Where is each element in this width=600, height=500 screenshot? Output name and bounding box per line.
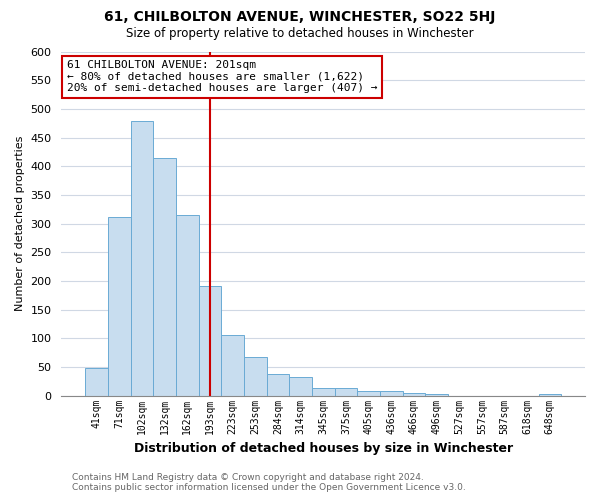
Bar [312, 388, 335, 396]
Text: Size of property relative to detached houses in Winchester: Size of property relative to detached ho… [126, 28, 474, 40]
Text: 61, CHILBOLTON AVENUE, WINCHESTER, SO22 5HJ: 61, CHILBOLTON AVENUE, WINCHESTER, SO22 … [104, 10, 496, 24]
Text: Contains public sector information licensed under the Open Government Licence v3: Contains public sector information licen… [72, 484, 466, 492]
Bar [153, 158, 176, 396]
Text: 61 CHILBOLTON AVENUE: 201sqm
← 80% of detached houses are smaller (1,622)
20% of: 61 CHILBOLTON AVENUE: 201sqm ← 80% of de… [67, 60, 377, 94]
Bar [266, 374, 289, 396]
Bar [425, 394, 448, 396]
Bar [176, 215, 199, 396]
Bar [108, 216, 131, 396]
Bar [199, 286, 221, 396]
Text: Contains HM Land Registry data © Crown copyright and database right 2024.: Contains HM Land Registry data © Crown c… [72, 474, 424, 482]
Bar [380, 391, 403, 396]
Bar [131, 122, 153, 396]
Bar [539, 394, 561, 396]
Bar [221, 336, 244, 396]
Bar [244, 356, 266, 396]
Y-axis label: Number of detached properties: Number of detached properties [15, 136, 25, 312]
Bar [85, 368, 108, 396]
Bar [403, 393, 425, 396]
Bar [357, 391, 380, 396]
Bar [335, 388, 357, 396]
Bar [289, 378, 312, 396]
X-axis label: Distribution of detached houses by size in Winchester: Distribution of detached houses by size … [134, 442, 513, 455]
